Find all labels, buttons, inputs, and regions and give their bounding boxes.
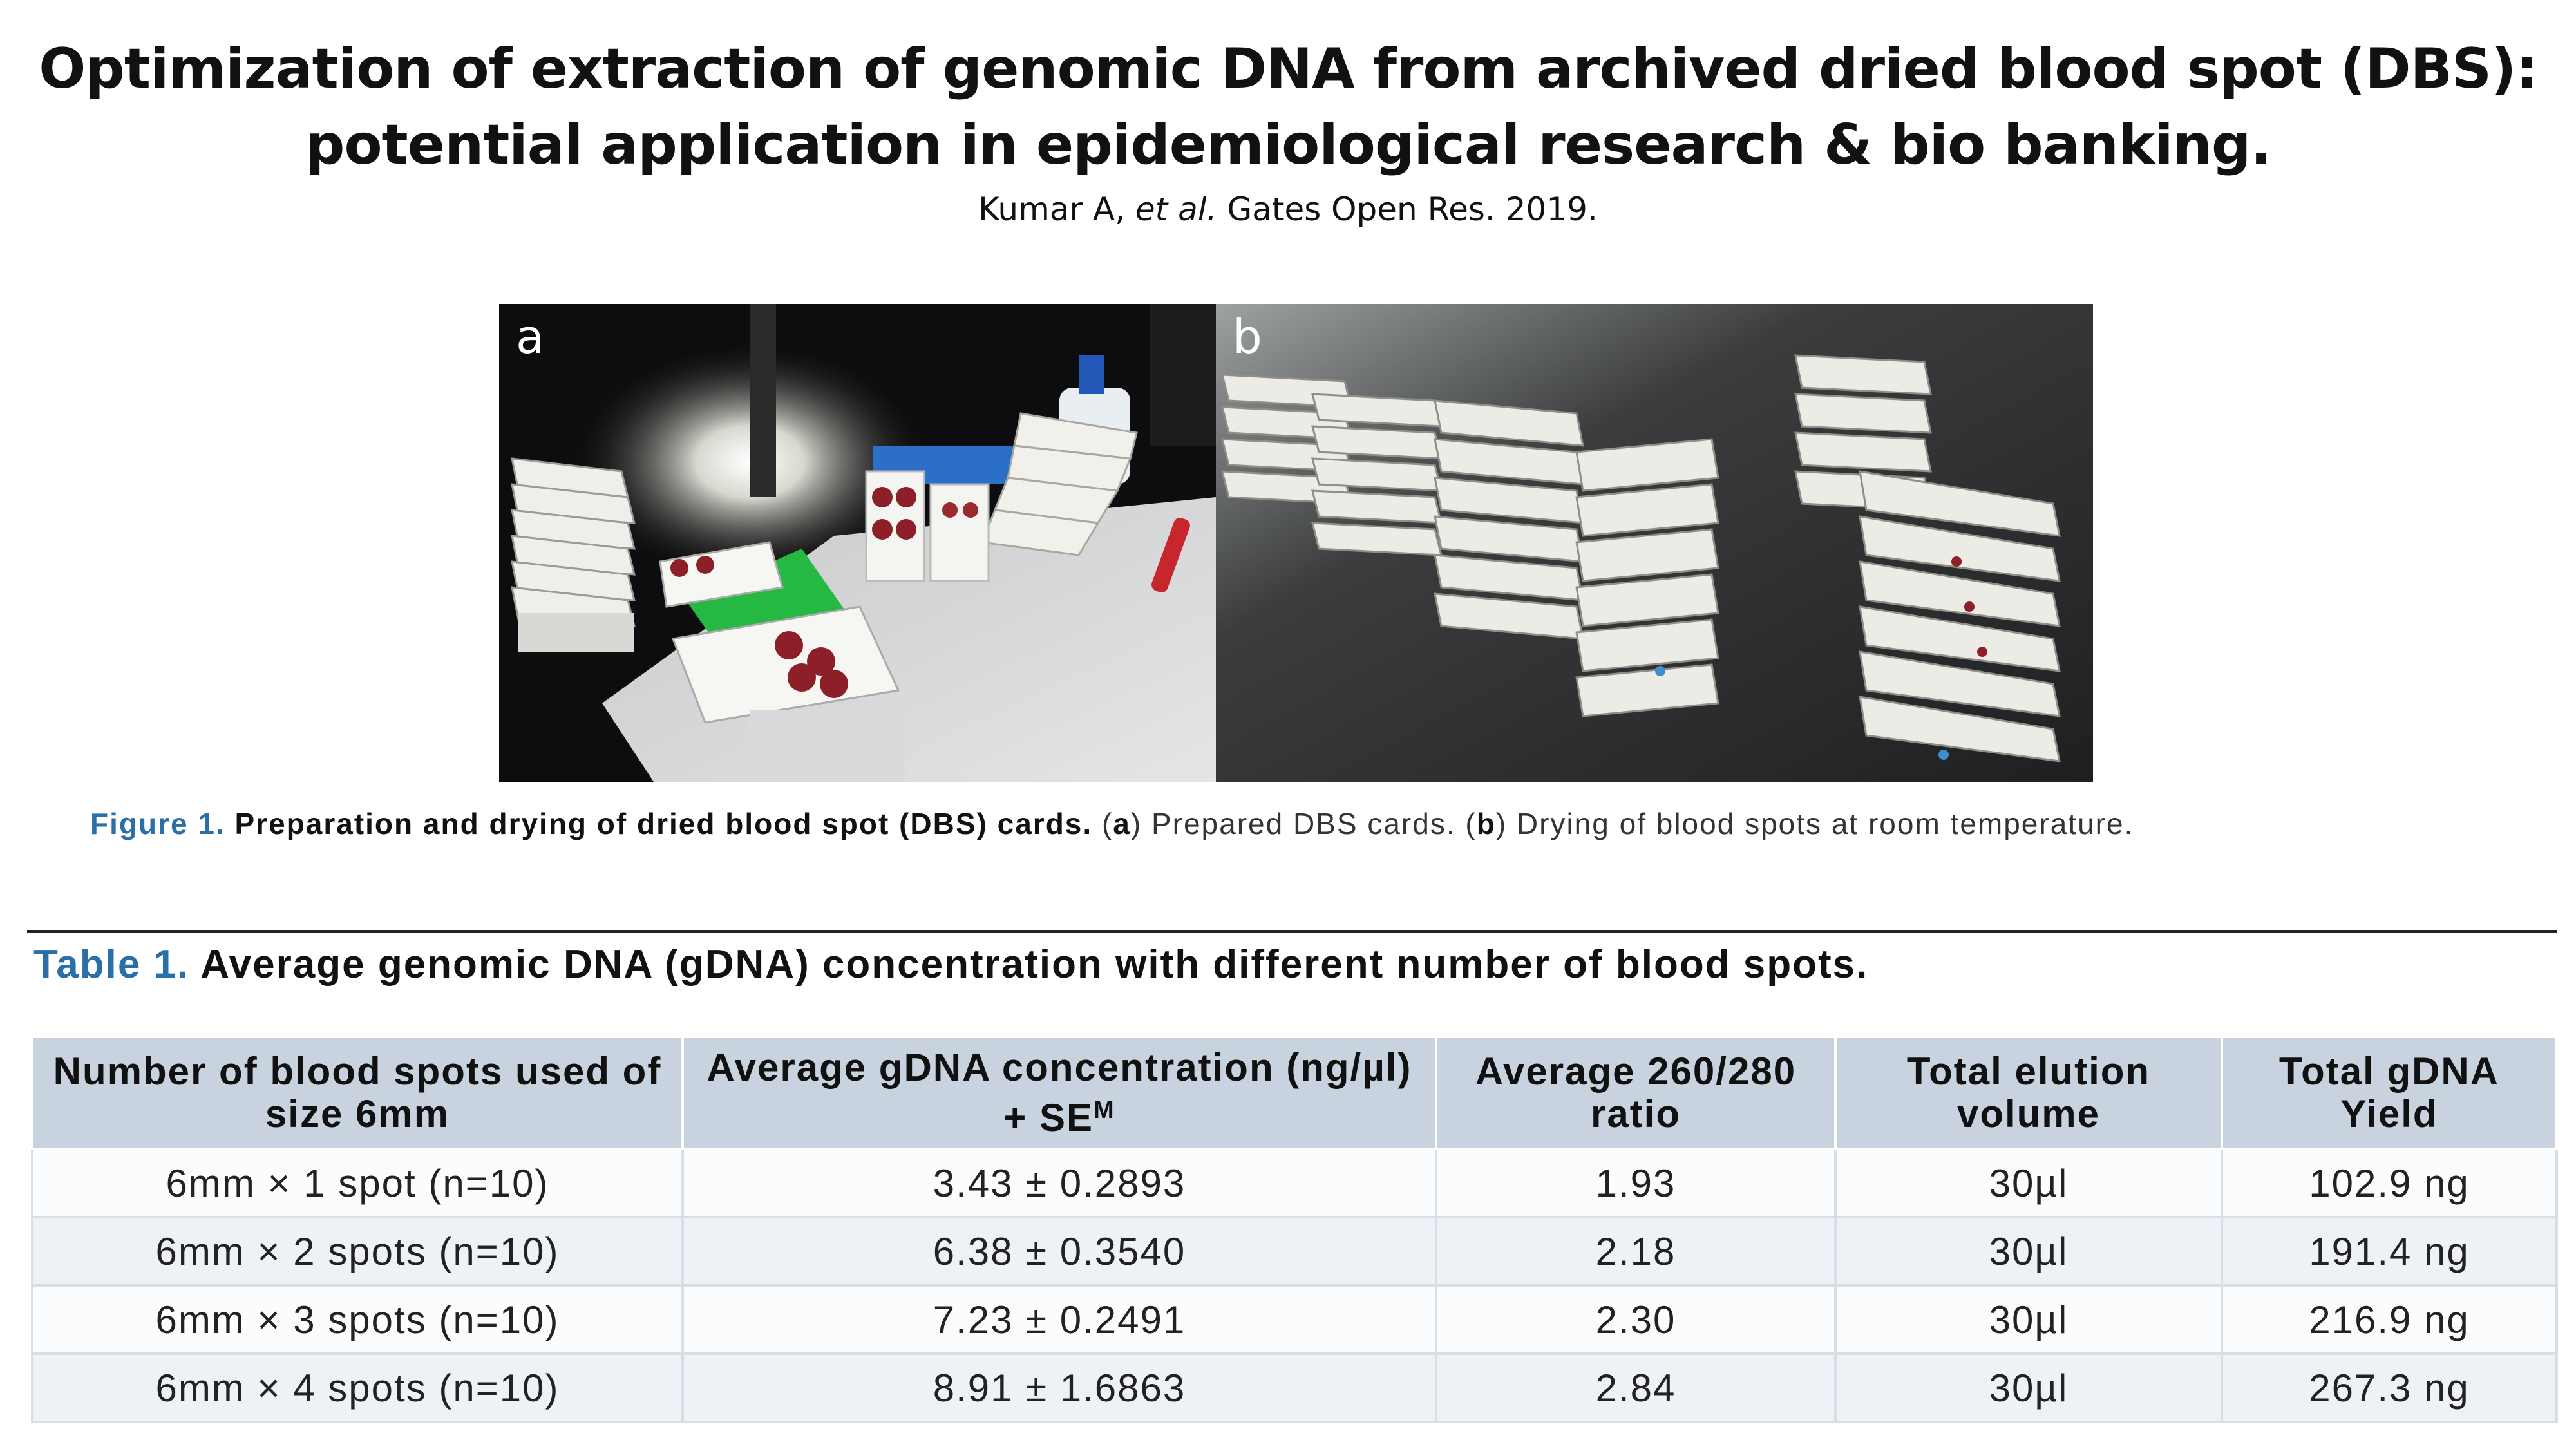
- citation: Kumar A, et al. Gates Open Res. 2019.: [0, 187, 2576, 232]
- table-cell: 30µl: [1834, 1284, 2223, 1355]
- photo-a-dbs-cards-image: [499, 304, 1216, 782]
- section-divider: [27, 930, 2557, 933]
- table-row: 6mm × 3 spots (n=10) 7.23 ± 0.2491 2.30 …: [31, 1284, 2558, 1355]
- panel-b-label: b: [1233, 310, 1262, 364]
- table-header-row: Number of blood spots used of size 6mm A…: [31, 1036, 2558, 1150]
- header-cell: Total gDNA Yield: [2221, 1036, 2558, 1150]
- header-cell: Number of blood spots used of size 6mm: [31, 1036, 684, 1150]
- table-cell: 30µl: [1834, 1148, 2223, 1218]
- table-number: Table 1.: [33, 942, 190, 987]
- table-cell: 102.9 ng: [2221, 1148, 2558, 1218]
- caption-a-text: ) Prepared DBS cards. (: [1130, 807, 1477, 840]
- table-row: 6mm × 2 spots (n=10) 6.38 ± 0.3540 2.18 …: [31, 1216, 2558, 1287]
- photo-panel-a: a: [499, 304, 1216, 782]
- table-cell: 6mm × 2 spots (n=10): [31, 1216, 684, 1287]
- header-cell: Average 260/280 ratio: [1435, 1036, 1837, 1150]
- table-cell: 6mm × 4 spots (n=10): [31, 1352, 684, 1423]
- caption-b-text: ) Drying of blood spots at room temperat…: [1495, 807, 2134, 840]
- photo-b-drying-cards-image: [1216, 304, 2093, 782]
- figure-photo: a: [499, 304, 2093, 782]
- table-cell: 216.9 ng: [2221, 1284, 2558, 1355]
- table-cell: 6mm × 1 spot (n=10): [31, 1148, 684, 1218]
- header-cell-text: Average gDNA concentration (ng/µl) + SE: [706, 1046, 1412, 1139]
- figure-caption-heading: Preparation and drying of dried blood sp…: [234, 807, 1093, 840]
- header-cell: Total elution volume: [1834, 1036, 2223, 1150]
- table-cell: 191.4 ng: [2221, 1216, 2558, 1287]
- table-cell: 30µl: [1834, 1352, 2223, 1423]
- table-row: 6mm × 1 spot (n=10) 3.43 ± 0.2893 1.93 3…: [31, 1148, 2558, 1218]
- citation-authors: Kumar A,: [978, 191, 1135, 228]
- header-cell: Average gDNA concentration (ng/µl) + SEM: [681, 1036, 1437, 1150]
- table-title: Table 1. Average genomic DNA (gDNA) conc…: [33, 937, 2545, 992]
- table-cell: 3.43 ± 0.2893: [681, 1148, 1437, 1218]
- table-cell: 8.91 ± 1.6863: [681, 1352, 1437, 1423]
- caption-a-letter: a: [1113, 807, 1131, 840]
- table-cell: 2.84: [1435, 1352, 1837, 1423]
- table-cell: 7.23 ± 0.2491: [681, 1284, 1437, 1355]
- citation-etal: et al.: [1135, 191, 1217, 228]
- caption-b-letter: b: [1476, 807, 1496, 840]
- photo-panel-b: b: [1216, 304, 2093, 782]
- table-cell: 6mm × 3 spots (n=10): [31, 1284, 684, 1355]
- slide-title: Optimization of extraction of genomic DN…: [39, 37, 2538, 177]
- citation-source: Gates Open Res. 2019.: [1217, 191, 1598, 228]
- caption-a-open: (: [1101, 807, 1113, 840]
- figure-caption: Figure 1. Preparation and drying of drie…: [90, 806, 2505, 841]
- table-cell: 30µl: [1834, 1216, 2223, 1287]
- figure-number: Figure 1.: [90, 807, 225, 840]
- header-superscript: M: [1094, 1097, 1115, 1124]
- table-title-text: Average genomic DNA (gDNA) concentration…: [200, 942, 1869, 987]
- table-cell: 2.18: [1435, 1216, 1837, 1287]
- table-row: 6mm × 4 spots (n=10) 8.91 ± 1.6863 2.84 …: [31, 1352, 2558, 1423]
- table-cell: 1.93: [1435, 1148, 1837, 1218]
- table-cell: 2.30: [1435, 1284, 1837, 1355]
- table-cell: 267.3 ng: [2221, 1352, 2558, 1423]
- panel-a-label: a: [516, 310, 545, 364]
- data-table: Number of blood spots used of size 6mm A…: [31, 1036, 2558, 1423]
- table-cell: 6.38 ± 0.3540: [681, 1216, 1437, 1287]
